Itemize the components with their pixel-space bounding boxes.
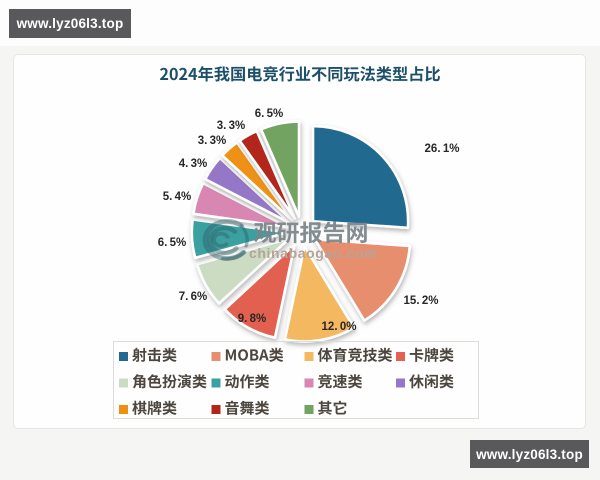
svg-text:3. 3%: 3. 3% bbox=[198, 135, 227, 147]
svg-text:chinabaogao.com: chinabaogao.com bbox=[249, 245, 377, 261]
svg-text:4. 3%: 4. 3% bbox=[179, 158, 208, 170]
svg-text:3. 3%: 3. 3% bbox=[217, 120, 246, 132]
svg-text:6. 5%: 6. 5% bbox=[158, 237, 187, 249]
svg-text:5. 4%: 5. 4% bbox=[163, 191, 192, 203]
svg-text:15. 2%: 15. 2% bbox=[404, 295, 439, 307]
svg-text:12. 0%: 12. 0% bbox=[322, 321, 357, 333]
svg-text:9. 8%: 9. 8% bbox=[238, 313, 267, 325]
svg-text:7. 6%: 7. 6% bbox=[179, 291, 208, 303]
svg-text:26. 1%: 26. 1% bbox=[425, 143, 460, 155]
svg-text:6. 5%: 6. 5% bbox=[255, 108, 284, 120]
